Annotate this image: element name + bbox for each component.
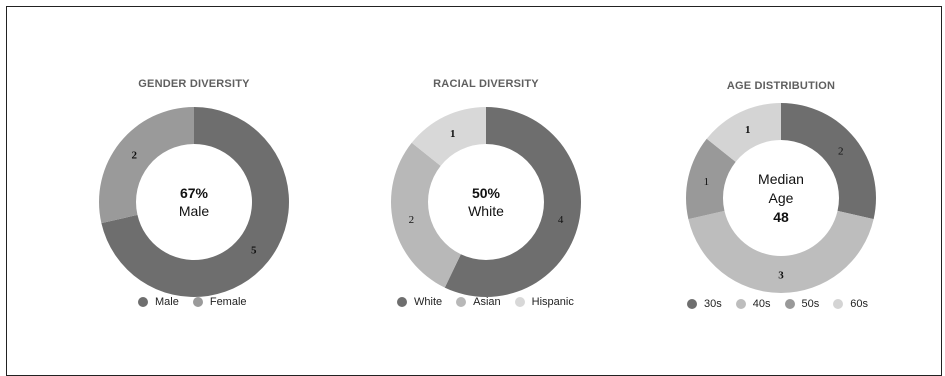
donut-center-text: 50% xyxy=(472,185,501,201)
legend-label: 40s xyxy=(752,298,771,310)
legend-label: White xyxy=(414,296,443,308)
legend-swatch xyxy=(784,299,795,309)
legend-item-30s: 30s xyxy=(687,298,722,310)
dashboard-frame xyxy=(6,6,942,376)
donut-center-text: 67% xyxy=(180,185,209,201)
legend-swatch xyxy=(138,297,148,307)
slice-value-label: 1 xyxy=(745,124,751,136)
age-distribution-donut: 2 3 1 1 Median Age 48 xyxy=(686,103,876,294)
chart-title-racial: RACIAL DIVERSITY xyxy=(433,78,539,90)
legend-label: Hispanic xyxy=(531,296,574,308)
legend-swatch xyxy=(456,297,467,307)
legend-item-asian: Asian xyxy=(456,296,501,308)
donut-slice-60s xyxy=(706,103,781,162)
legend-swatch xyxy=(192,297,203,307)
donut-center-text: White xyxy=(468,203,504,219)
donut-center-text: Male xyxy=(179,203,210,219)
legend-swatch xyxy=(514,297,525,307)
donut-slice-asian xyxy=(390,142,461,288)
legend-label: 30s xyxy=(704,298,722,310)
slice-value-label: 1 xyxy=(704,176,710,188)
legend-item-male: Male xyxy=(138,296,179,308)
legend-label: Male xyxy=(155,296,179,308)
donut-center-text: 48 xyxy=(773,209,789,225)
age-distribution-legend: 30s 40s 50s 60s xyxy=(687,296,868,312)
legend-item-60s: 60s xyxy=(833,298,868,310)
slice-value-label: 1 xyxy=(450,128,456,140)
donut-slice-male xyxy=(101,107,289,297)
chart-title-gender: GENDER DIVERSITY xyxy=(138,78,250,90)
slice-value-label: 2 xyxy=(131,149,137,161)
donut-slice-40s xyxy=(688,210,874,294)
legend-label: Asian xyxy=(473,296,501,308)
slice-value-label: 3 xyxy=(778,270,784,282)
gender-diversity-donut: 5 2 67% Male xyxy=(98,107,289,297)
chart-title-age: AGE DISTRIBUTION xyxy=(726,80,836,92)
donut-center-text: Median xyxy=(758,171,804,187)
legend-item-female: Female xyxy=(192,296,247,308)
legend-swatch xyxy=(735,299,746,309)
donut-slice-50s xyxy=(686,138,736,220)
gender-diversity-legend: Male Female xyxy=(138,294,247,310)
donut-slice-30s xyxy=(781,103,876,220)
legend-swatch xyxy=(833,299,844,309)
slice-value-label: 4 xyxy=(558,214,564,226)
donut-slice-white xyxy=(444,107,581,297)
legend-swatch xyxy=(397,297,407,307)
legend-item-40s: 40s xyxy=(735,298,771,310)
legend-label: 60s xyxy=(850,298,868,310)
legend-label: Female xyxy=(209,296,247,308)
legend-item-hispanic: Hispanic xyxy=(514,296,574,308)
slice-value-label: 2 xyxy=(409,214,415,226)
donut-slice-hispanic xyxy=(411,107,486,166)
racial-diversity-donut: 4 2 1 50% White xyxy=(390,107,581,297)
legend-item-50s: 50s xyxy=(784,298,820,310)
donut-slice-female xyxy=(98,107,194,224)
legend-item-white: White xyxy=(397,296,442,308)
donut-center-text: Age xyxy=(769,190,794,206)
racial-diversity-legend: White Asian Hispanic xyxy=(397,294,574,310)
legend-label: 50s xyxy=(801,298,820,310)
legend-swatch xyxy=(687,299,697,309)
slice-value-label: 5 xyxy=(251,245,257,257)
slice-value-label: 2 xyxy=(838,145,844,157)
